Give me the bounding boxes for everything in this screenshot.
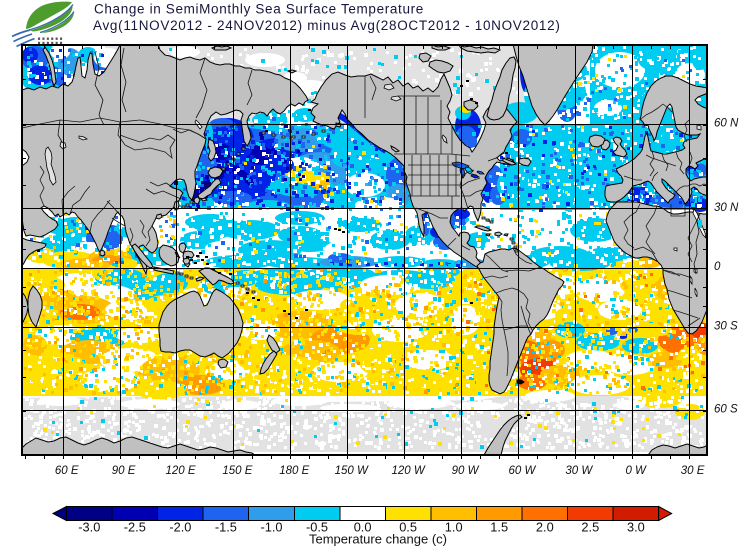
svg-text:-1.5: -1.5 [215, 520, 237, 535]
svg-text:Temperature change (c): Temperature change (c) [309, 532, 447, 547]
svg-text:150 E: 150 E [222, 465, 252, 477]
svg-text:0: 0 [714, 261, 721, 273]
svg-text:150 W: 150 W [335, 465, 369, 477]
svg-text:30 E: 30 E [681, 465, 705, 477]
svg-text:Avg(11NOV2012 - 24NOV2012) min: Avg(11NOV2012 - 24NOV2012) minus Avg(28O… [93, 18, 561, 33]
svg-text:90 W: 90 W [452, 465, 480, 477]
svg-text:-2.0: -2.0 [169, 520, 191, 535]
svg-text:-3.0: -3.0 [78, 520, 100, 535]
svg-text:180 E: 180 E [279, 465, 309, 477]
svg-text:Change in SemiMonthly Sea Surf: Change in SemiMonthly Sea Surface Temper… [94, 2, 424, 17]
svg-text:2.5: 2.5 [581, 520, 599, 535]
svg-text:60 W: 60 W [508, 465, 536, 477]
svg-text:60 N: 60 N [714, 118, 739, 130]
svg-text:0 W: 0 W [625, 465, 647, 477]
svg-text:30 S: 30 S [714, 321, 738, 333]
svg-text:-2.5: -2.5 [124, 520, 146, 535]
svg-text:0.0: 0.0 [354, 520, 372, 535]
svg-text:60 E: 60 E [55, 465, 79, 477]
svg-text:-0.5: -0.5 [306, 520, 328, 535]
svg-text:-1.0: -1.0 [260, 520, 282, 535]
svg-text:120 E: 120 E [165, 465, 195, 477]
svg-text:1.5: 1.5 [490, 520, 508, 535]
svg-text:0.5: 0.5 [399, 520, 417, 535]
svg-text:2.0: 2.0 [536, 520, 554, 535]
svg-text:30 N: 30 N [714, 202, 739, 214]
svg-text:90 E: 90 E [112, 465, 136, 477]
svg-text:3.0: 3.0 [627, 520, 645, 535]
svg-text:60 S: 60 S [714, 404, 738, 416]
svg-text:1.0: 1.0 [445, 520, 463, 535]
svg-text:30 W: 30 W [565, 465, 593, 477]
svg-text:120 W: 120 W [391, 465, 425, 477]
